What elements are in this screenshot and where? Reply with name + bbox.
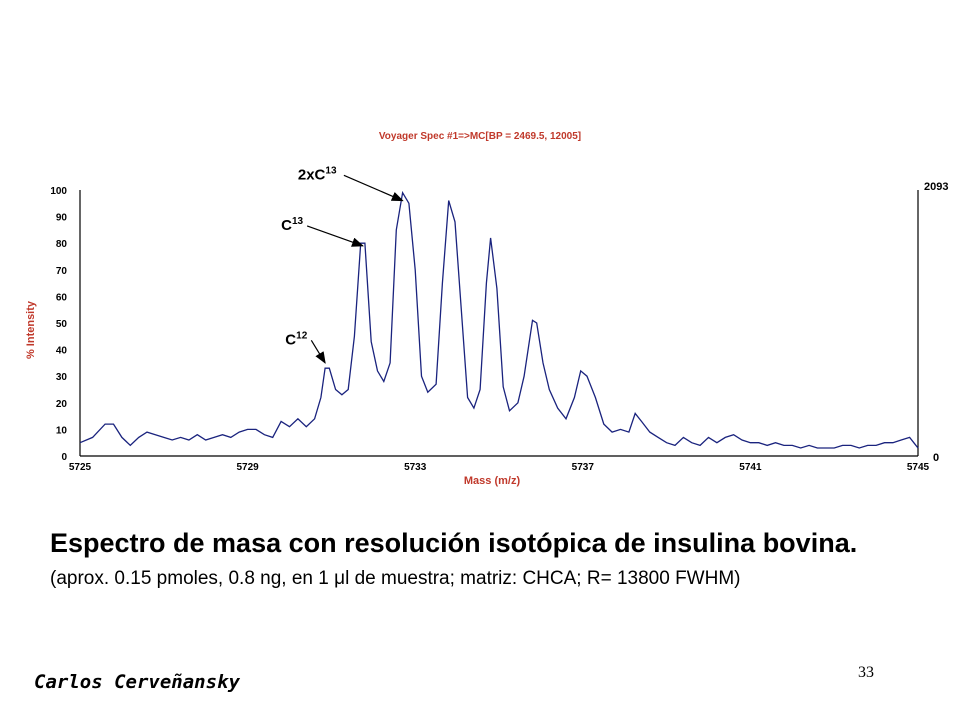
y-tick-label: 20 xyxy=(56,399,68,410)
annotation-arrow xyxy=(310,339,326,364)
page-number: 33 xyxy=(858,664,874,681)
y-tick-label: 50 xyxy=(56,319,68,330)
y-tick-label: 80 xyxy=(56,239,68,250)
x-tick-label: 5729 xyxy=(236,462,259,473)
y-tick-label: 40 xyxy=(56,346,68,357)
annotation-c12: C12 xyxy=(285,330,326,364)
x-tick-label: 5733 xyxy=(404,462,427,473)
y-tick-label: 60 xyxy=(56,292,68,303)
author-name: Carlos Cerveñansky xyxy=(34,671,240,693)
y-tick-label: 100 xyxy=(50,186,67,197)
subtitle-pre: (aprox. 0.15 pmoles, 0.8 ng, en 1 xyxy=(50,568,335,589)
x-axis-label: Mass (m/z) xyxy=(464,475,521,487)
x-tick-labels: 5725 5729 5733 5737 5741 5745 xyxy=(69,462,930,473)
y-axis-label: % Intensity xyxy=(25,300,37,359)
chart-title: Voyager Spec #1=>MC[BP = 2469.5, 12005] xyxy=(379,131,581,142)
right-axis-bottom-label: 0 xyxy=(933,452,939,464)
isotope-annotations: C12 C13 2xC13 xyxy=(281,165,404,364)
x-tick-label: 5737 xyxy=(572,462,595,473)
x-tick-label: 5725 xyxy=(69,462,92,473)
right-axis-top-label: 2093 xyxy=(924,181,948,193)
y-tick-label: 30 xyxy=(56,372,68,383)
annotation-label: C12 xyxy=(285,330,307,348)
annotation-label: C13 xyxy=(281,216,303,234)
annotation-2xc13: 2xC13 xyxy=(298,165,404,202)
slide-title: Espectro de masa con resolución isotópic… xyxy=(50,528,858,558)
y-tick-labels: 0 10 20 30 40 50 60 70 80 90 100 xyxy=(50,186,67,463)
annotation-arrow xyxy=(306,225,364,247)
slide-subtitle: (aprox. 0.15 pmoles, 0.8 ng, en 1 μl de … xyxy=(50,568,930,590)
y-tick-label: 70 xyxy=(56,266,68,277)
subtitle-post: l de muestra; matriz: CHCA; R= 13800 FWH… xyxy=(345,568,741,589)
y-tick-label: 90 xyxy=(56,213,68,224)
annotation-arrow xyxy=(343,174,404,202)
x-tick-label: 5745 xyxy=(907,462,930,473)
subtitle-mu-symbol: μ xyxy=(334,568,346,589)
y-tick-label: 10 xyxy=(56,425,68,436)
annotation-label: 2xC13 xyxy=(298,165,337,183)
y-tick-label: 0 xyxy=(61,452,67,463)
spectrum-series-line xyxy=(79,190,919,449)
mass-spectrum-chart: Voyager Spec #1=>MC[BP = 2469.5, 12005] … xyxy=(25,131,948,487)
annotation-c13: C13 xyxy=(281,216,364,247)
x-tick-label: 5741 xyxy=(739,462,762,473)
